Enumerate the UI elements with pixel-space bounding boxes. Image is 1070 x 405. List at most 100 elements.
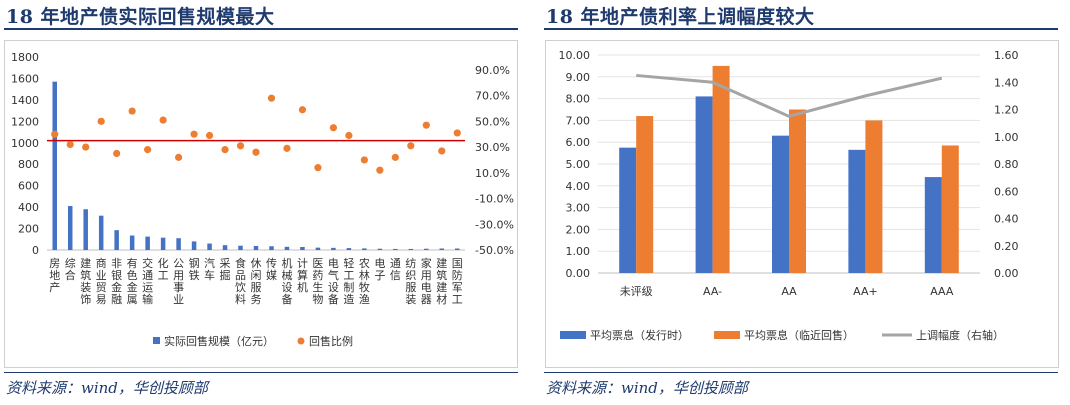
x-category-label: AA+ bbox=[853, 285, 878, 298]
bar-repurchase-size bbox=[424, 248, 429, 250]
point-repurchase-ratio bbox=[51, 130, 59, 138]
x-category-label: 药 bbox=[312, 269, 323, 282]
x-category-label: 闲 bbox=[251, 268, 262, 282]
x-category-label: 纺 bbox=[405, 256, 416, 270]
x-category-label: 输 bbox=[142, 292, 153, 306]
x-category-label: 筑 bbox=[80, 268, 91, 282]
x-category-label: 牧 bbox=[359, 280, 370, 294]
bar-repurchase-size bbox=[83, 209, 88, 250]
x-category-label: 用 bbox=[173, 269, 184, 282]
right-chart: 0.00 1.00 2.00 3.00 4.00 5.00 6.00 7.00 8.00 9.00… bbox=[559, 49, 1019, 342]
x-category-label: 色 bbox=[127, 268, 138, 282]
bar-coupon-at-issue bbox=[695, 96, 713, 273]
bar-repurchase-size bbox=[253, 245, 259, 250]
right-y-tick-label: 30.0% bbox=[475, 141, 510, 154]
right-source-note: 资料来源：wind，华创投顾部 bbox=[546, 379, 748, 397]
left-y-tick-label: 9.00 bbox=[566, 71, 591, 84]
bar-repurchase-size bbox=[362, 248, 367, 250]
left-y-tick-label: 200 bbox=[18, 223, 39, 236]
right-y-tick-label: -10.0% bbox=[475, 193, 514, 206]
legend-label: 回售比例 bbox=[309, 334, 353, 348]
left-y-tick-label: 1000 bbox=[11, 137, 39, 150]
left-y-tick-label: 4.00 bbox=[566, 180, 591, 193]
x-category-label: 房 bbox=[49, 257, 60, 270]
x-category-label: 有 bbox=[127, 256, 138, 270]
point-repurchase-ratio bbox=[422, 121, 430, 129]
legend-marker-dot bbox=[297, 337, 305, 345]
x-category-label: 林 bbox=[359, 268, 370, 282]
bar-repurchase-size bbox=[191, 241, 197, 250]
x-category-label: 物 bbox=[312, 292, 323, 306]
x-category-label: 渔 bbox=[359, 293, 370, 306]
bar-repurchase-size bbox=[455, 248, 460, 250]
x-category-label: 机 bbox=[297, 280, 308, 294]
point-repurchase-ratio bbox=[298, 106, 307, 114]
x-category-label: 产 bbox=[49, 280, 60, 294]
x-category-label: 制 bbox=[343, 281, 354, 294]
left-y-tick-label: 8.00 bbox=[566, 93, 591, 106]
x-category-label: 器 bbox=[421, 293, 432, 306]
x-category-label: 交 bbox=[142, 256, 153, 270]
right-y-tick-label: 0.80 bbox=[994, 158, 1019, 171]
x-category-label: 综 bbox=[65, 256, 76, 270]
bar-repurchase-size bbox=[346, 248, 352, 250]
x-category-label: 商 bbox=[96, 256, 107, 270]
point-repurchase-ratio bbox=[190, 130, 198, 138]
bar-repurchase-size bbox=[408, 248, 414, 250]
bar-coupon-at-issue bbox=[848, 149, 866, 273]
bar-repurchase-size bbox=[160, 237, 166, 250]
point-repurchase-ratio bbox=[82, 143, 90, 151]
left-y-tick-label: 800 bbox=[18, 158, 39, 171]
x-category-label: 生 bbox=[312, 280, 323, 294]
x-category-label: 子 bbox=[374, 269, 385, 282]
left-y-tick-label: 600 bbox=[18, 180, 39, 193]
bar-coupon-near-repurchase bbox=[789, 109, 806, 273]
x-category-label: 备 bbox=[281, 292, 292, 306]
x-category-label: 传 bbox=[266, 257, 277, 270]
point-repurchase-ratio bbox=[159, 116, 167, 124]
point-repurchase-ratio bbox=[376, 166, 384, 174]
legend-marker-bar bbox=[153, 337, 160, 344]
right-y-tick-label: 1.60 bbox=[994, 49, 1019, 62]
x-category-label: 械 bbox=[281, 268, 292, 282]
right-y-tick-label: 50.0% bbox=[475, 115, 510, 128]
x-category-label: 造 bbox=[343, 292, 354, 306]
right-y-tick-label: 10.0% bbox=[475, 167, 510, 180]
legend-label: 平均票息（临近回售） bbox=[744, 328, 854, 342]
x-category-label: 易 bbox=[96, 293, 107, 306]
right-y-tick-label: 1.00 bbox=[994, 131, 1019, 144]
bar-repurchase-size bbox=[222, 245, 228, 250]
point-repurchase-ratio bbox=[360, 156, 368, 164]
x-category-label: 通 bbox=[142, 269, 153, 282]
x-category-label: 非 bbox=[111, 257, 122, 270]
x-category-label: 饰 bbox=[80, 292, 91, 306]
right-y-tick-label: 70.0% bbox=[475, 90, 510, 103]
point-repurchase-ratio bbox=[391, 153, 399, 161]
bar-repurchase-size bbox=[439, 248, 445, 250]
x-category-label: 银 bbox=[111, 268, 122, 282]
left-y-tick-label: 10.00 bbox=[559, 49, 591, 62]
right-y-tick-label: 0.00 bbox=[994, 267, 1019, 280]
bar-repurchase-size bbox=[300, 246, 305, 250]
point-repurchase-ratio bbox=[221, 146, 229, 154]
x-category-label: 化 bbox=[158, 256, 169, 270]
x-category-label: 军 bbox=[452, 281, 463, 294]
right-y-tick-label: 1.40 bbox=[994, 76, 1019, 89]
x-category-label: 休 bbox=[251, 257, 262, 270]
point-repurchase-ratio bbox=[283, 144, 291, 152]
x-category-label: 用 bbox=[421, 269, 432, 282]
point-repurchase-ratio bbox=[407, 142, 415, 150]
x-category-label: 事 bbox=[173, 281, 184, 294]
x-category-label: 算 bbox=[297, 268, 308, 282]
bar-repurchase-size bbox=[377, 248, 383, 250]
bar-repurchase-size bbox=[129, 235, 135, 250]
x-category-label: 医 bbox=[312, 257, 323, 270]
x-category-label: 织 bbox=[405, 269, 416, 282]
right-chart-panel: 0.00 1.00 2.00 3.00 4.00 5.00 6.00 7.00 8.00 9.00… bbox=[545, 40, 1059, 368]
x-category-label: 信 bbox=[390, 269, 401, 282]
x-category-label: 掘 bbox=[220, 268, 231, 282]
x-category-label: 工 bbox=[158, 269, 169, 282]
point-repurchase-ratio bbox=[267, 94, 276, 102]
bar-repurchase-size bbox=[315, 247, 321, 250]
legend-label: 平均票息（发行时） bbox=[590, 328, 689, 342]
